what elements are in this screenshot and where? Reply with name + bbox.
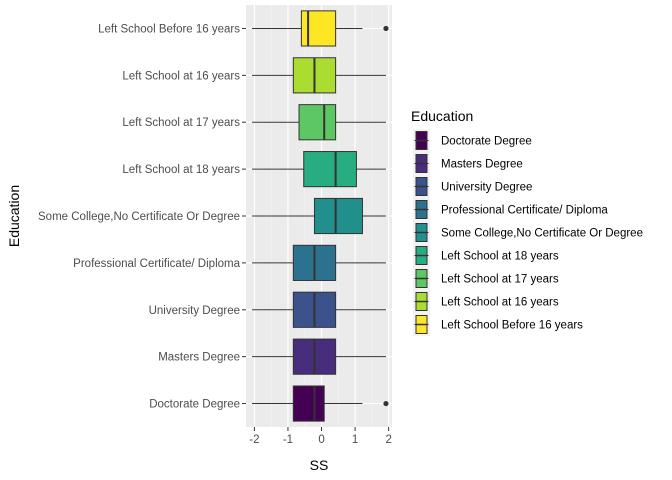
legend-entry: Left School at 16 years: [413, 290, 559, 313]
box-group: [252, 197, 386, 235]
boxes-layer: [252, 10, 389, 422]
box-group: [252, 104, 386, 141]
legend-entry: University Degree: [413, 175, 532, 198]
legend-entry: Left School Before 16 years: [413, 313, 583, 336]
y-axis-title: Education: [6, 185, 22, 247]
legend-entry: Professional Certificate/ Diploma: [413, 198, 608, 221]
legend-entry: Left School at 17 years: [413, 267, 559, 290]
box-group: [252, 151, 386, 188]
legend-label: Left School at 16 years: [441, 297, 559, 309]
box-group: [252, 244, 386, 281]
box-group: [252, 338, 386, 375]
legend-label: Doctorate Degree: [441, 136, 532, 148]
legend-label: Left School Before 16 years: [441, 320, 583, 332]
box-group: [252, 57, 386, 94]
x-tick-label: 1: [352, 434, 358, 446]
y-tick-label: University Degree: [149, 305, 240, 317]
x-tick-labels: -2 -1 0 1 2: [249, 427, 392, 446]
legend-entry: Masters Degree: [413, 152, 523, 175]
y-tick-label: Left School at 17 years: [122, 117, 240, 129]
legend: Education Doctorate Degree Masters Degree…: [411, 108, 643, 336]
box-iqr: [313, 197, 363, 235]
legend-label: Left School at 17 years: [441, 274, 559, 286]
box-iqr: [303, 151, 357, 188]
x-tick-label: 2: [385, 434, 391, 446]
box-iqr: [292, 385, 325, 422]
legend-entry: Left School at 18 years: [413, 244, 559, 267]
y-tick-label: Masters Degree: [158, 352, 240, 364]
x-tick-label: -2: [249, 434, 259, 446]
box-iqr: [298, 104, 337, 141]
legend-label: Some College,No Certificate Or Degree: [441, 228, 643, 240]
legend-entry: Some College,No Certificate Or Degree: [413, 221, 643, 244]
legend-label: Professional Certificate/ Diploma: [441, 205, 608, 217]
y-tick-label: Left School at 16 years: [122, 70, 240, 82]
legend-label: University Degree: [441, 182, 532, 194]
x-axis-title: SS: [310, 457, 329, 473]
y-tick-label: Left School Before 16 years: [98, 23, 240, 35]
y-tick-label: Professional Certificate/ Diploma: [73, 258, 240, 270]
legend-label: Left School at 18 years: [441, 251, 559, 263]
legend-label: Masters Degree: [441, 159, 523, 171]
legend-entry: Doctorate Degree: [413, 129, 532, 152]
box-iqr: [300, 10, 337, 47]
legend-title: Education: [411, 108, 473, 124]
outlier-point: [383, 25, 389, 32]
box-group: [252, 385, 389, 422]
x-tick-label: 0: [318, 434, 324, 446]
y-tick-label: Left School at 18 years: [122, 164, 240, 176]
x-tick-label: -1: [283, 434, 293, 446]
y-tick-label: Some College,No Certificate Or Degree: [38, 211, 240, 223]
outlier-point: [383, 400, 389, 407]
y-tick-label: Doctorate Degree: [149, 399, 240, 411]
box-group: [252, 291, 386, 328]
y-tick-labels: Doctorate Degree Masters Degree University…: [38, 23, 246, 411]
box-group: [252, 10, 389, 47]
